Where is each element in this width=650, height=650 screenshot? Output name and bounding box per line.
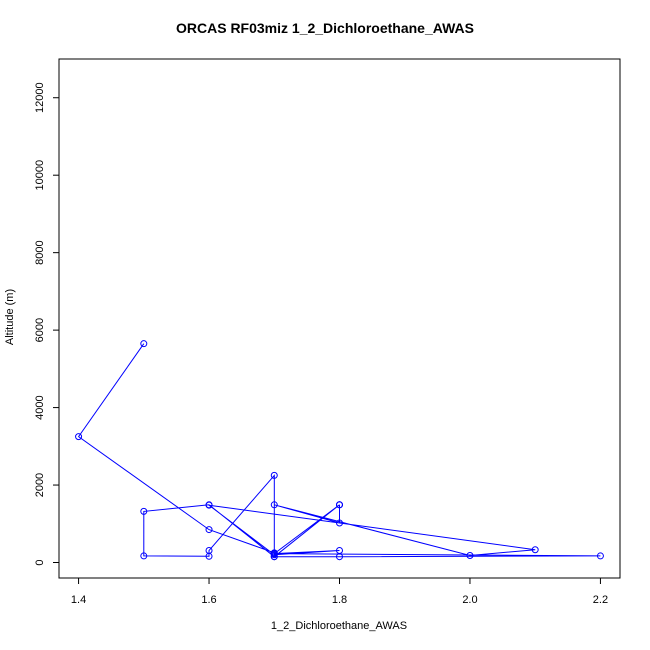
- data-point-0-13: [140, 552, 148, 560]
- y-tick-label-0: 0: [34, 559, 46, 565]
- axes: 1.4 1.6 1.8 2.0 2.2 0 2000 4000 6000 8000 10000 120…: [34, 82, 608, 606]
- data-point-0-20: [205, 501, 213, 509]
- data-point-0-15: [205, 547, 213, 555]
- y-tick-label-3: 6000: [34, 318, 46, 342]
- x-axis-label: 1_2_Dichloroethane_AWAS: [270, 620, 408, 632]
- x-tick-label-1: 1.6: [201, 594, 216, 606]
- data-point-0-24: [336, 519, 343, 527]
- data-point-0-1: [75, 433, 83, 441]
- y-tick-label-1: 2000: [34, 473, 46, 497]
- data-point-0-12: [140, 507, 148, 515]
- data-point-0-22: [466, 552, 474, 560]
- data-point-0-10: [270, 553, 278, 561]
- data-point-0-18: [336, 547, 343, 555]
- y-tick-label-5: 10000: [34, 160, 46, 191]
- x-tick-label-4: 2.2: [593, 594, 608, 606]
- data-point-0-0: [140, 340, 148, 348]
- plot-frame: [58, 58, 621, 579]
- data-point-0-25: [336, 501, 343, 509]
- x-tick-label-2: 1.8: [332, 594, 347, 606]
- x-tick-label-0: 1.4: [71, 594, 86, 606]
- data-point-0-23: [270, 501, 278, 509]
- x-tick-label-3: 2.0: [462, 594, 477, 606]
- series-line-0: [77, 343, 601, 558]
- data-point-0-6: [596, 552, 604, 560]
- data-point-0-19: [270, 551, 278, 559]
- y-tick-label-6: 12000: [34, 82, 46, 113]
- y-tick-label-2: 4000: [34, 395, 46, 419]
- data-point-0-16: [270, 471, 278, 479]
- series-layer: [75, 340, 604, 561]
- data-point-0-21: [531, 546, 539, 554]
- y-tick-label-4: 8000: [34, 240, 46, 264]
- y-axis-label: Altitude (m): [4, 288, 16, 346]
- data-point-0-2: [205, 526, 213, 534]
- chart-title: ORCAS RF03miz 1_2_Dichloroethane_AWAS: [176, 20, 474, 36]
